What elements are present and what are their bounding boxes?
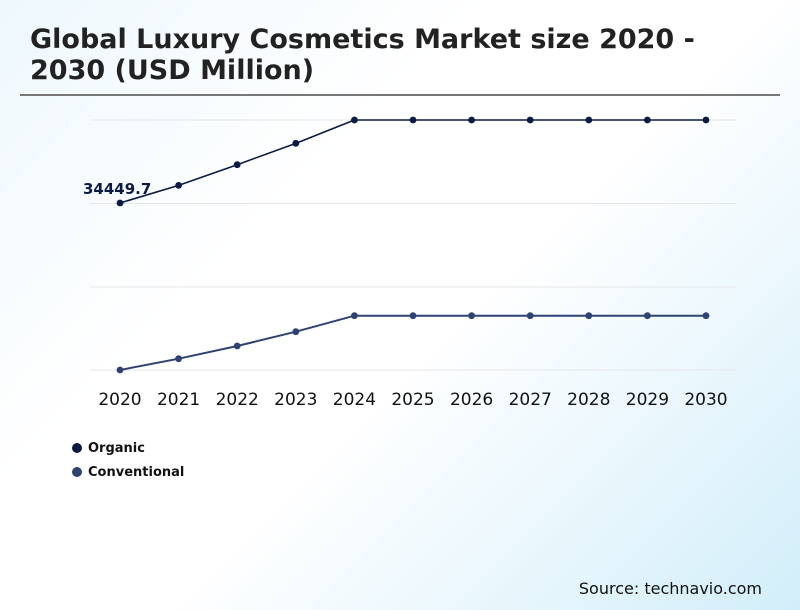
- data-point: [233, 161, 241, 169]
- x-tick-label: 2020: [98, 390, 141, 410]
- data-point: [585, 116, 593, 124]
- data-point: [702, 116, 710, 124]
- data-point: [644, 312, 651, 320]
- legend-item-conventional: Conventional: [72, 460, 184, 484]
- legend-item-organic: Organic: [72, 436, 184, 460]
- data-point: [409, 116, 417, 124]
- series-line-organic: [119, 119, 706, 204]
- data-point: [116, 366, 124, 374]
- x-tick-label: 2030: [684, 390, 727, 410]
- title-divider: [20, 94, 780, 96]
- x-tick-label: 2024: [333, 390, 376, 410]
- data-point: [351, 116, 358, 124]
- legend-label-organic: Organic: [88, 440, 145, 456]
- data-point: [702, 312, 710, 320]
- data-label: 34449.7: [83, 180, 151, 198]
- data-point: [116, 199, 124, 207]
- x-tick-label: 2025: [391, 390, 434, 410]
- legend-marker-organic: [72, 443, 82, 453]
- legend: Organic Conventional: [72, 436, 184, 484]
- data-point: [526, 116, 534, 124]
- data-point: [175, 355, 183, 363]
- x-tick-label: 2021: [157, 390, 200, 410]
- x-tick-label: 2028: [567, 390, 610, 410]
- x-tick-label: 2029: [626, 390, 669, 410]
- x-tick-label: 2023: [274, 390, 317, 410]
- source-note: Source: technavio.com: [578, 579, 762, 598]
- series-line-conventional: [119, 314, 706, 371]
- data-point: [644, 116, 651, 124]
- data-point: [468, 312, 475, 320]
- data-point: [526, 312, 534, 320]
- data-point: [292, 328, 300, 336]
- data-point: [175, 181, 183, 189]
- data-point: [409, 312, 417, 320]
- x-tick-label: 2026: [450, 390, 493, 410]
- x-tick-label: 2027: [509, 390, 552, 410]
- data-point: [292, 139, 300, 147]
- chart-title: Global Luxury Cosmetics Market size 2020…: [30, 24, 695, 86]
- x-tick-label: 2022: [216, 390, 259, 410]
- legend-marker-conventional: [72, 467, 82, 477]
- data-point: [233, 342, 241, 350]
- data-point: [468, 116, 475, 124]
- data-point: [351, 312, 358, 320]
- data-point: [585, 312, 593, 320]
- legend-label-conventional: Conventional: [88, 464, 185, 480]
